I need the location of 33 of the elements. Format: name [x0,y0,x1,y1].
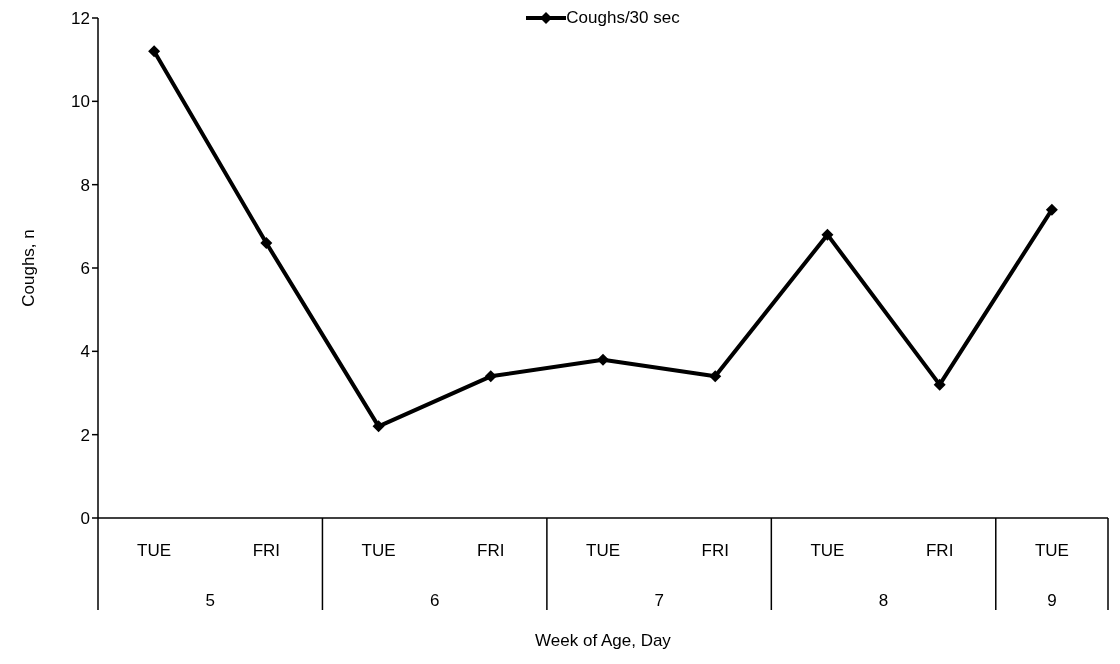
x-tick-label: FRI [701,541,729,560]
text: 8 [878,591,889,610]
point [821,228,834,241]
x-tick-label: FRI [477,541,505,560]
point [372,420,385,433]
x-tick-label: TUE [361,541,396,560]
text: 5 [205,591,215,610]
text: 9 [1047,591,1057,610]
y-tick-label: 0 [80,509,90,529]
x-tick-label: FRI [252,541,281,560]
point [933,378,946,391]
y-tick-label: 4 [80,342,90,362]
x-tick-label: TUE [586,541,620,560]
point [148,45,161,58]
x-tick-label: TUE [137,541,172,560]
y-tick-label: 10 [71,92,90,112]
y-tick-label: 6 [80,259,90,279]
text: 7 [654,591,664,610]
x-axis-title: Week of Age, Day [535,631,672,650]
point [1045,203,1058,216]
y-tick-label: 12 [71,9,90,29]
x-tick-label: FRI [925,541,954,560]
point [484,370,497,383]
point [709,370,722,383]
x-tick-label: TUE [1034,541,1069,560]
y-tick-label: 8 [80,175,90,195]
y-tick-label: 2 [80,425,90,445]
point [260,237,273,249]
y-axis-title: Coughs, n [19,229,39,307]
legend-label: Coughs/30 sec [566,8,680,28]
text: 6 [429,591,440,610]
point [597,353,609,366]
x-tick-label: TUE [810,541,845,560]
